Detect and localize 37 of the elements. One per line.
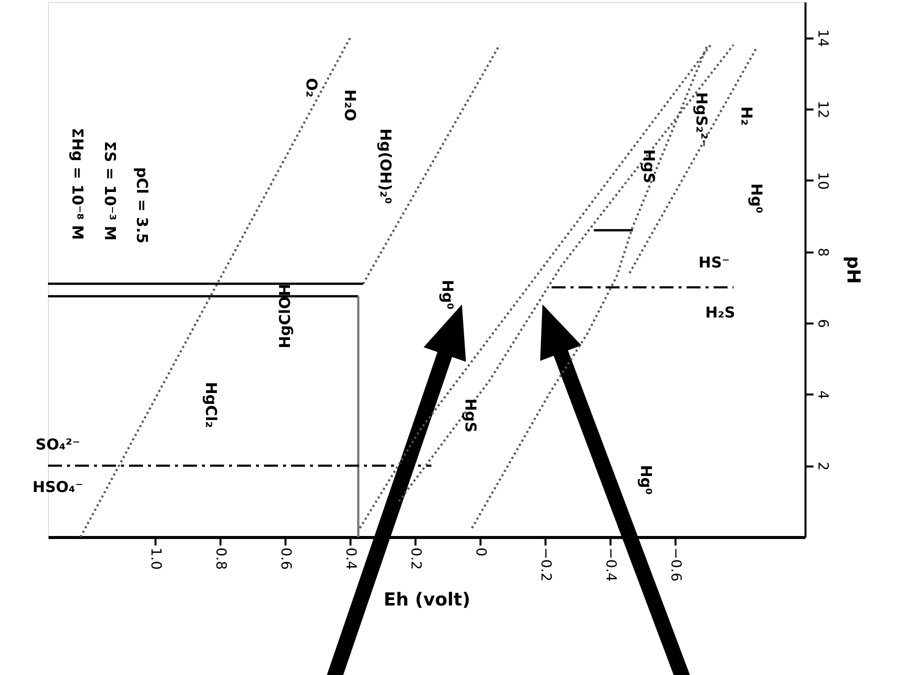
x-tick-label: 0.2 xyxy=(408,548,424,570)
annotation: pCl = 3.5 xyxy=(132,167,151,244)
x-axis-title: Eh (volt) xyxy=(384,589,470,610)
x-tick-label: 0 xyxy=(472,548,489,556)
annotation: HgS xyxy=(640,149,658,184)
x-tick-label: 0.6 xyxy=(278,548,294,570)
x-tick-label: 0.4 xyxy=(342,548,359,570)
annotation: Hg⁰ xyxy=(748,183,766,214)
x-tick-label: −0.4 xyxy=(602,548,619,582)
annotation: H₂S xyxy=(705,303,736,322)
annotation: HgCl₂ xyxy=(202,382,220,428)
y-tick-label: 10 xyxy=(814,172,830,190)
annotation: Hg⁰ xyxy=(637,464,656,495)
y-tick-label: 12 xyxy=(814,100,830,118)
annotation: ΣHg = 10⁻⁸ M xyxy=(68,128,87,240)
annotation: HgClOH xyxy=(276,284,294,348)
annotation: ΣS = 10⁻³ M xyxy=(101,141,120,241)
x-tick-label: −0.6 xyxy=(668,548,684,582)
y-tick-label: 4 xyxy=(814,390,830,400)
annotation: Hg(OH)₂⁰ xyxy=(376,128,395,204)
annotation: SO₄²⁻ xyxy=(36,435,80,454)
y-axis-title: pH xyxy=(842,256,864,284)
annotation: H₂O xyxy=(341,89,360,122)
y-tick-label: 8 xyxy=(814,248,830,257)
x-tick-label: 0.8 xyxy=(212,548,229,570)
annotation: H₂ xyxy=(738,106,756,126)
y-tick-label: 2 xyxy=(814,462,830,471)
annotation: Hg⁰ xyxy=(438,280,457,310)
annotation: HSO₄⁻ xyxy=(32,478,84,496)
annotation: HS⁻ xyxy=(698,254,730,272)
x-tick-label: 1.0 xyxy=(148,548,164,570)
x-tick-label: −0.2 xyxy=(538,548,554,582)
annotation: O₂ xyxy=(302,78,320,98)
annotation: HgS xyxy=(461,398,480,433)
y-tick-label: 6 xyxy=(814,319,830,328)
y-tick-label: 14 xyxy=(814,29,830,48)
annotation: HgS₂²⁻ xyxy=(692,92,710,148)
